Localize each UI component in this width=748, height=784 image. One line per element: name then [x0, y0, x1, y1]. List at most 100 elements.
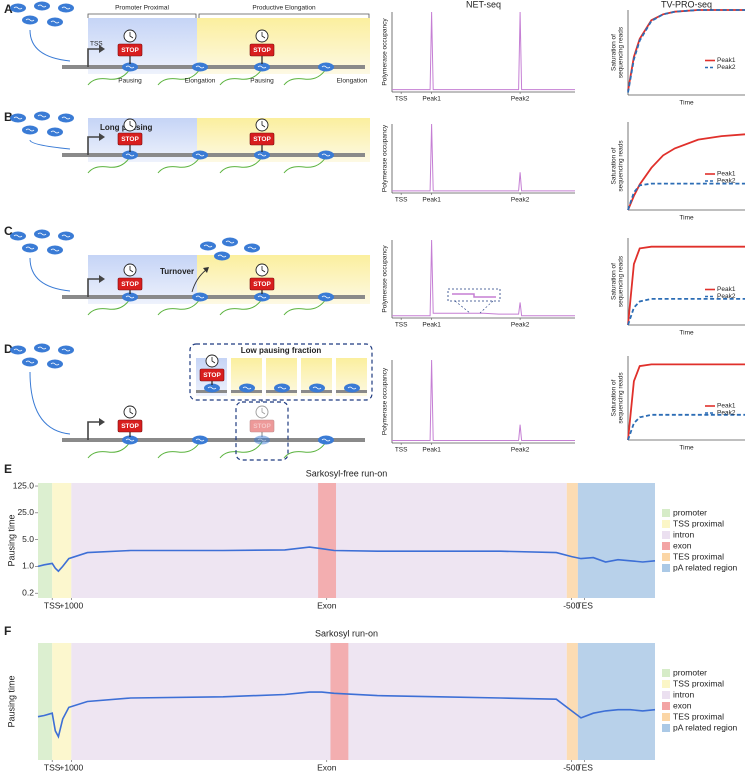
x-tick-label: TSS: [395, 197, 408, 204]
x-axis-label: Time: [679, 100, 694, 107]
panel-letter: B: [4, 110, 13, 124]
polymerase-detail: [125, 153, 135, 157]
polymerase-detail: [257, 153, 267, 157]
polymerase-detail: [225, 240, 235, 244]
y-axis-label: Polymerase occupancy: [382, 18, 389, 86]
region: [38, 483, 53, 598]
x-tick-label: TSS: [395, 96, 408, 103]
polymerase-detail: [50, 20, 60, 24]
x-tick-label: TSS: [395, 322, 408, 329]
legend-swatch: [662, 553, 670, 561]
x-tick-label: +1000: [59, 600, 83, 610]
diagram-label: Pausing: [250, 78, 274, 85]
polymerase-detail: [13, 348, 23, 352]
polymerase-detail: [61, 6, 71, 10]
y-axis-label: Saturation of: [611, 147, 618, 184]
y-tick-label: 25.0: [17, 507, 34, 517]
legend-swatch: [662, 724, 670, 732]
clock-hands: [261, 266, 266, 273]
bracket: [87, 13, 197, 18]
series-line: [392, 11, 575, 91]
legend-label: Peak1: [717, 403, 736, 410]
polymerase-detail: [13, 116, 23, 120]
stop-label: STOP: [253, 47, 271, 54]
annotation: Turnover: [160, 267, 194, 276]
y-axis-label: Polymerase occupancy: [382, 124, 389, 192]
rna: [283, 298, 327, 316]
x-tick-label: -500: [563, 600, 580, 610]
clock-hands: [211, 357, 216, 364]
polymerase-detail: [37, 4, 47, 8]
rna: [283, 441, 327, 459]
stop-label: STOP: [203, 372, 221, 379]
rna: [219, 68, 263, 86]
promoter-bg: [88, 18, 197, 74]
series-line: [37, 691, 656, 739]
diagram-label: Productive Elongation: [252, 5, 316, 12]
series-line: [392, 239, 575, 317]
polymerase-detail: [321, 153, 331, 157]
polymerase-detail: [257, 295, 267, 299]
polymerase-detail: [50, 248, 60, 252]
clock-hands: [261, 408, 266, 415]
rna: [157, 156, 201, 174]
polymerase-detail: [25, 360, 35, 364]
clock-hands: [261, 32, 266, 39]
y-axis-label: Polymerase occupancy: [382, 367, 389, 435]
stop-label: STOP: [253, 136, 271, 143]
polymerase-detail: [125, 438, 135, 442]
rna: [219, 441, 263, 459]
series-line: [627, 133, 746, 211]
inset-focus: [235, 401, 289, 461]
clock-hands: [129, 266, 134, 273]
tss-arrow: [87, 278, 100, 297]
tss-arrow: [87, 136, 100, 155]
legend-swatch: [662, 680, 670, 688]
polymerase-detail: [50, 362, 60, 366]
polymerase-detail: [217, 254, 227, 258]
legend-swatch: [662, 531, 670, 539]
rna: [283, 68, 327, 86]
dna: [62, 295, 365, 299]
x-tick-label: TSS: [44, 762, 61, 772]
x-tick-label: Peak1: [422, 197, 441, 204]
region: [566, 483, 578, 598]
x-tick-label: Peak2: [511, 447, 530, 454]
polymerase-detail: [195, 438, 205, 442]
region: [38, 643, 53, 760]
legend-label: pA related region: [673, 722, 738, 732]
polymerase-detail: [37, 114, 47, 118]
y-axis-label: sequencing reads: [618, 372, 625, 424]
stop-label: STOP: [253, 423, 271, 430]
legend-label: promoter: [673, 667, 707, 677]
stop-label: STOP: [253, 281, 271, 288]
polymerase-detail: [321, 438, 331, 442]
tss-arrow: [87, 421, 100, 440]
y-tick-label: 0.2: [22, 587, 34, 597]
legend-label: Peak2: [717, 178, 736, 185]
legend-label: Peak2: [717, 410, 736, 417]
polymerase-detail: [61, 348, 71, 352]
legend-label: promoter: [673, 507, 707, 517]
polymerase-detail: [50, 130, 60, 134]
legend-label: Peak1: [717, 286, 736, 293]
chart-title: Sarkosyl run-on: [315, 628, 378, 638]
stop-label: STOP: [121, 281, 139, 288]
polymerase-detail: [25, 128, 35, 132]
rna: [283, 156, 327, 174]
stop-sign: [117, 277, 143, 291]
stop-label: STOP: [121, 423, 139, 430]
diagram-label: Promoter Proximal: [115, 5, 169, 12]
chart-title: TV-PRO-seq: [661, 0, 712, 9]
polymerase-detail: [257, 65, 267, 69]
stop-sign: [249, 43, 275, 57]
series-line: [627, 9, 745, 93]
series-line: [392, 123, 575, 192]
legend-swatch: [662, 702, 670, 710]
rna: [157, 68, 201, 86]
rna: [87, 298, 131, 316]
diagram-label: Pausing: [118, 78, 142, 85]
x-tick-label: Peak1: [422, 447, 441, 454]
series-line: [627, 182, 745, 211]
zoom-inset-trace: [452, 293, 496, 298]
